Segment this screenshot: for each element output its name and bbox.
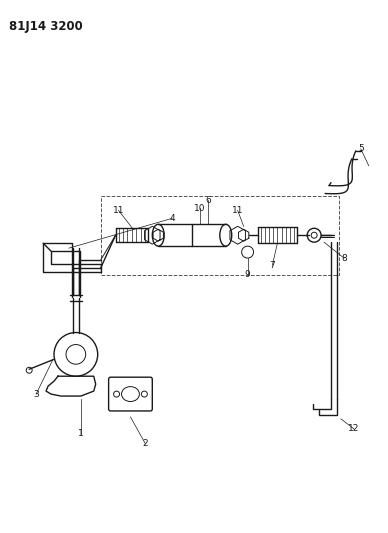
Text: 4: 4 [169, 214, 175, 223]
Text: 1: 1 [78, 429, 84, 438]
Text: 8: 8 [341, 254, 347, 263]
Text: 81J14 3200: 81J14 3200 [9, 20, 83, 33]
Text: 10: 10 [194, 204, 206, 213]
Text: 11: 11 [232, 206, 243, 215]
Text: 2: 2 [142, 439, 148, 448]
Text: 3: 3 [33, 390, 39, 399]
Text: 7: 7 [270, 261, 275, 270]
Text: 11: 11 [113, 206, 124, 215]
Text: 5: 5 [358, 144, 364, 154]
Text: 12: 12 [348, 424, 360, 433]
Text: 6: 6 [205, 196, 211, 205]
Text: 9: 9 [245, 270, 251, 279]
